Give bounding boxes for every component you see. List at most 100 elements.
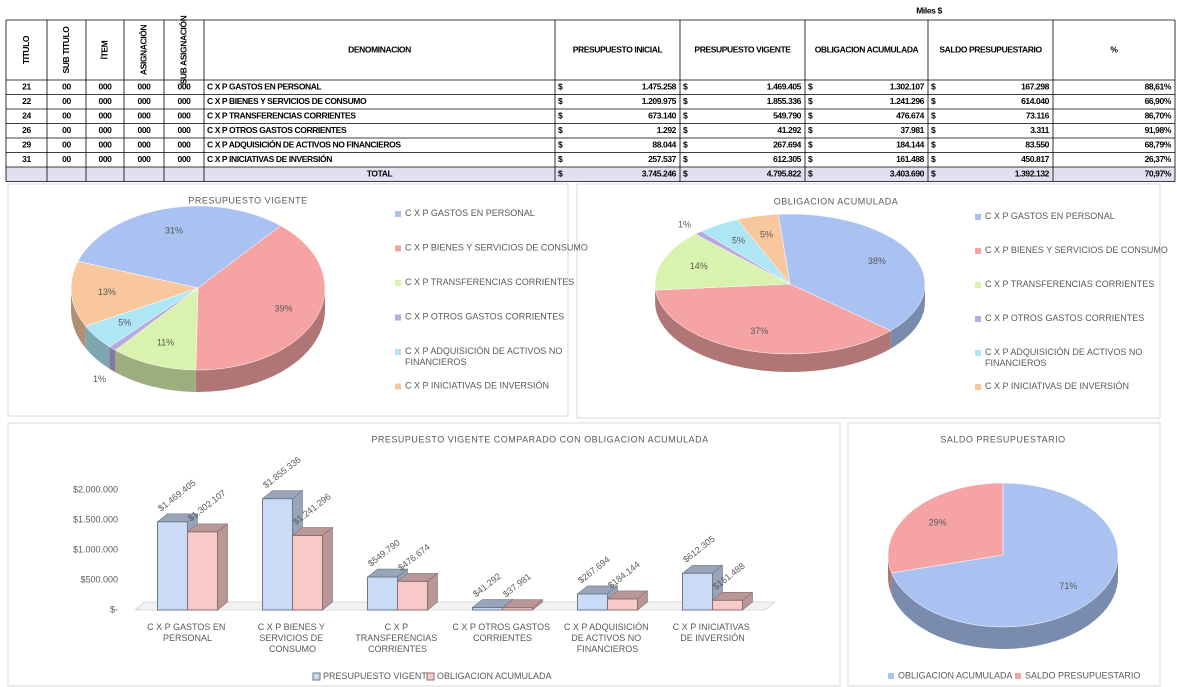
cell: 70,97% — [1145, 169, 1172, 179]
cell: 00 — [62, 140, 71, 150]
legend-label: PRESUPUESTO VIGENTE — [323, 671, 433, 681]
currency: $ — [931, 125, 936, 135]
pie-side — [890, 284, 925, 349]
currency: $ — [931, 111, 936, 121]
cell: 000 — [99, 111, 113, 121]
total-row-bg — [6, 167, 1175, 182]
column-header: TITULO — [21, 35, 31, 64]
panel — [7, 422, 841, 687]
cell: 91,98% — [1145, 125, 1172, 135]
x-tick-label: C X P OTROS GASTOS CORRIENTES — [452, 622, 552, 643]
currency: $ — [931, 140, 936, 150]
bar — [292, 535, 323, 611]
y-tick-label: $1.500.000 — [73, 514, 118, 524]
column-header: ÍTEM — [99, 40, 109, 59]
cell: 000 — [178, 140, 192, 150]
cell: C X P INICIATIVAS DE INVERSIÓN — [207, 153, 332, 164]
legend-label: OBLIGACION ACUMULADA — [437, 671, 552, 681]
data-label: 11% — [157, 338, 174, 348]
column-header: SALDO PRESUPUESTARIO — [939, 44, 1042, 54]
legend-label: C X P GASTOS EN PERSONAL — [405, 208, 535, 218]
chart-title: SALDO PRESUPUESTARIO — [940, 434, 1065, 444]
cell: 257.537 — [648, 154, 677, 164]
cell: 000 — [138, 125, 152, 135]
currency: $ — [558, 125, 563, 135]
chart-title: PRESUPUESTO VIGENTE — [188, 195, 307, 205]
x-tick-label: C X P TRANSFERENCIAS CORRIENTES — [355, 622, 440, 654]
legend-swatch — [975, 384, 981, 390]
bar — [367, 576, 398, 611]
column-header: ASIGNACIÓN — [137, 25, 148, 76]
bar-side — [217, 523, 228, 611]
bar — [262, 498, 293, 611]
legend-label: OBLIGACION ACUMULADA — [898, 670, 1013, 680]
x-tick-label: C X P ADQUISICIÓN DE ACTIVOS NO FINANCIE… — [564, 622, 651, 654]
cell: 1.475.258 — [642, 82, 677, 92]
cell: 21 — [22, 82, 31, 92]
bar — [577, 593, 608, 611]
cell: 614.040 — [1021, 96, 1050, 106]
y-tick-label: $1.000.000 — [73, 544, 118, 554]
pie-slice — [736, 214, 791, 285]
cell: 000 — [99, 154, 113, 164]
legend-label: C X P ADQUISICIÓN DE ACTIVOS NO FINANCIE… — [405, 346, 565, 367]
cell: 3.745.246 — [642, 169, 677, 179]
cell: 31 — [22, 154, 31, 164]
currency: $ — [683, 82, 688, 92]
legend-swatch — [975, 316, 981, 322]
legend-swatch — [395, 314, 401, 321]
legend-label: C X P INICIATIVAS DE INVERSIÓN — [405, 381, 549, 391]
currency: $ — [808, 169, 813, 179]
cell: 24 — [22, 111, 31, 121]
cell: 450.817 — [1021, 154, 1050, 164]
pie-side — [71, 288, 86, 349]
pie-slice — [70, 261, 199, 327]
cell: 000 — [178, 154, 192, 164]
pie-slice — [195, 225, 326, 371]
data-label: 71% — [1059, 581, 1077, 591]
cell: 000 — [138, 154, 152, 164]
data-label: 1% — [93, 374, 106, 384]
cell: 167.298 — [1021, 82, 1050, 92]
legend-swatch — [395, 383, 401, 390]
cell: 549.790 — [773, 111, 802, 121]
bar — [157, 521, 188, 611]
pie-slice — [777, 213, 926, 331]
cell: 83.550 — [1025, 140, 1049, 150]
cell: 26,37% — [1145, 154, 1172, 164]
currency: $ — [683, 111, 688, 121]
cell: 29 — [22, 140, 31, 150]
currency: $ — [558, 140, 563, 150]
cell: 66,90% — [1145, 96, 1172, 106]
cell: 37.981 — [900, 125, 924, 135]
legend-swatch — [975, 214, 981, 220]
cell: 000 — [178, 82, 192, 92]
currency: $ — [683, 96, 688, 106]
column-header: SUB ASIGNACIÓN — [177, 15, 188, 84]
unit-note: Miles $ — [916, 5, 942, 15]
cell: 000 — [99, 82, 113, 92]
bar — [502, 607, 533, 611]
cell: 00 — [62, 82, 71, 92]
bar — [607, 598, 638, 611]
column-header: SUB TITULO — [61, 26, 71, 74]
bar — [712, 599, 743, 611]
cell: 00 — [62, 96, 71, 106]
cell: 000 — [99, 125, 113, 135]
bar — [472, 607, 503, 611]
legend-swatch — [395, 349, 401, 355]
column-header: PRESUPUESTO INICIAL — [573, 44, 663, 54]
data-label: 5% — [760, 229, 773, 239]
currency: $ — [683, 140, 688, 150]
cell: 000 — [138, 96, 152, 106]
column-header: OBLIGACION ACUMULADA — [815, 44, 919, 54]
currency: $ — [558, 154, 563, 164]
bar — [187, 531, 218, 611]
legend-label: C X P INICIATIVAS DE INVERSIÓN — [985, 381, 1129, 391]
cell: 41.292 — [777, 125, 801, 135]
pie-side — [115, 350, 196, 392]
cell: 000 — [99, 140, 113, 150]
cell: 000 — [138, 82, 152, 92]
x-tick-label: C X P GASTOS EN PERSONAL — [147, 622, 228, 643]
x-tick-label: C X P BIENES Y SERVICIOS DE CONSUMO — [258, 622, 328, 654]
